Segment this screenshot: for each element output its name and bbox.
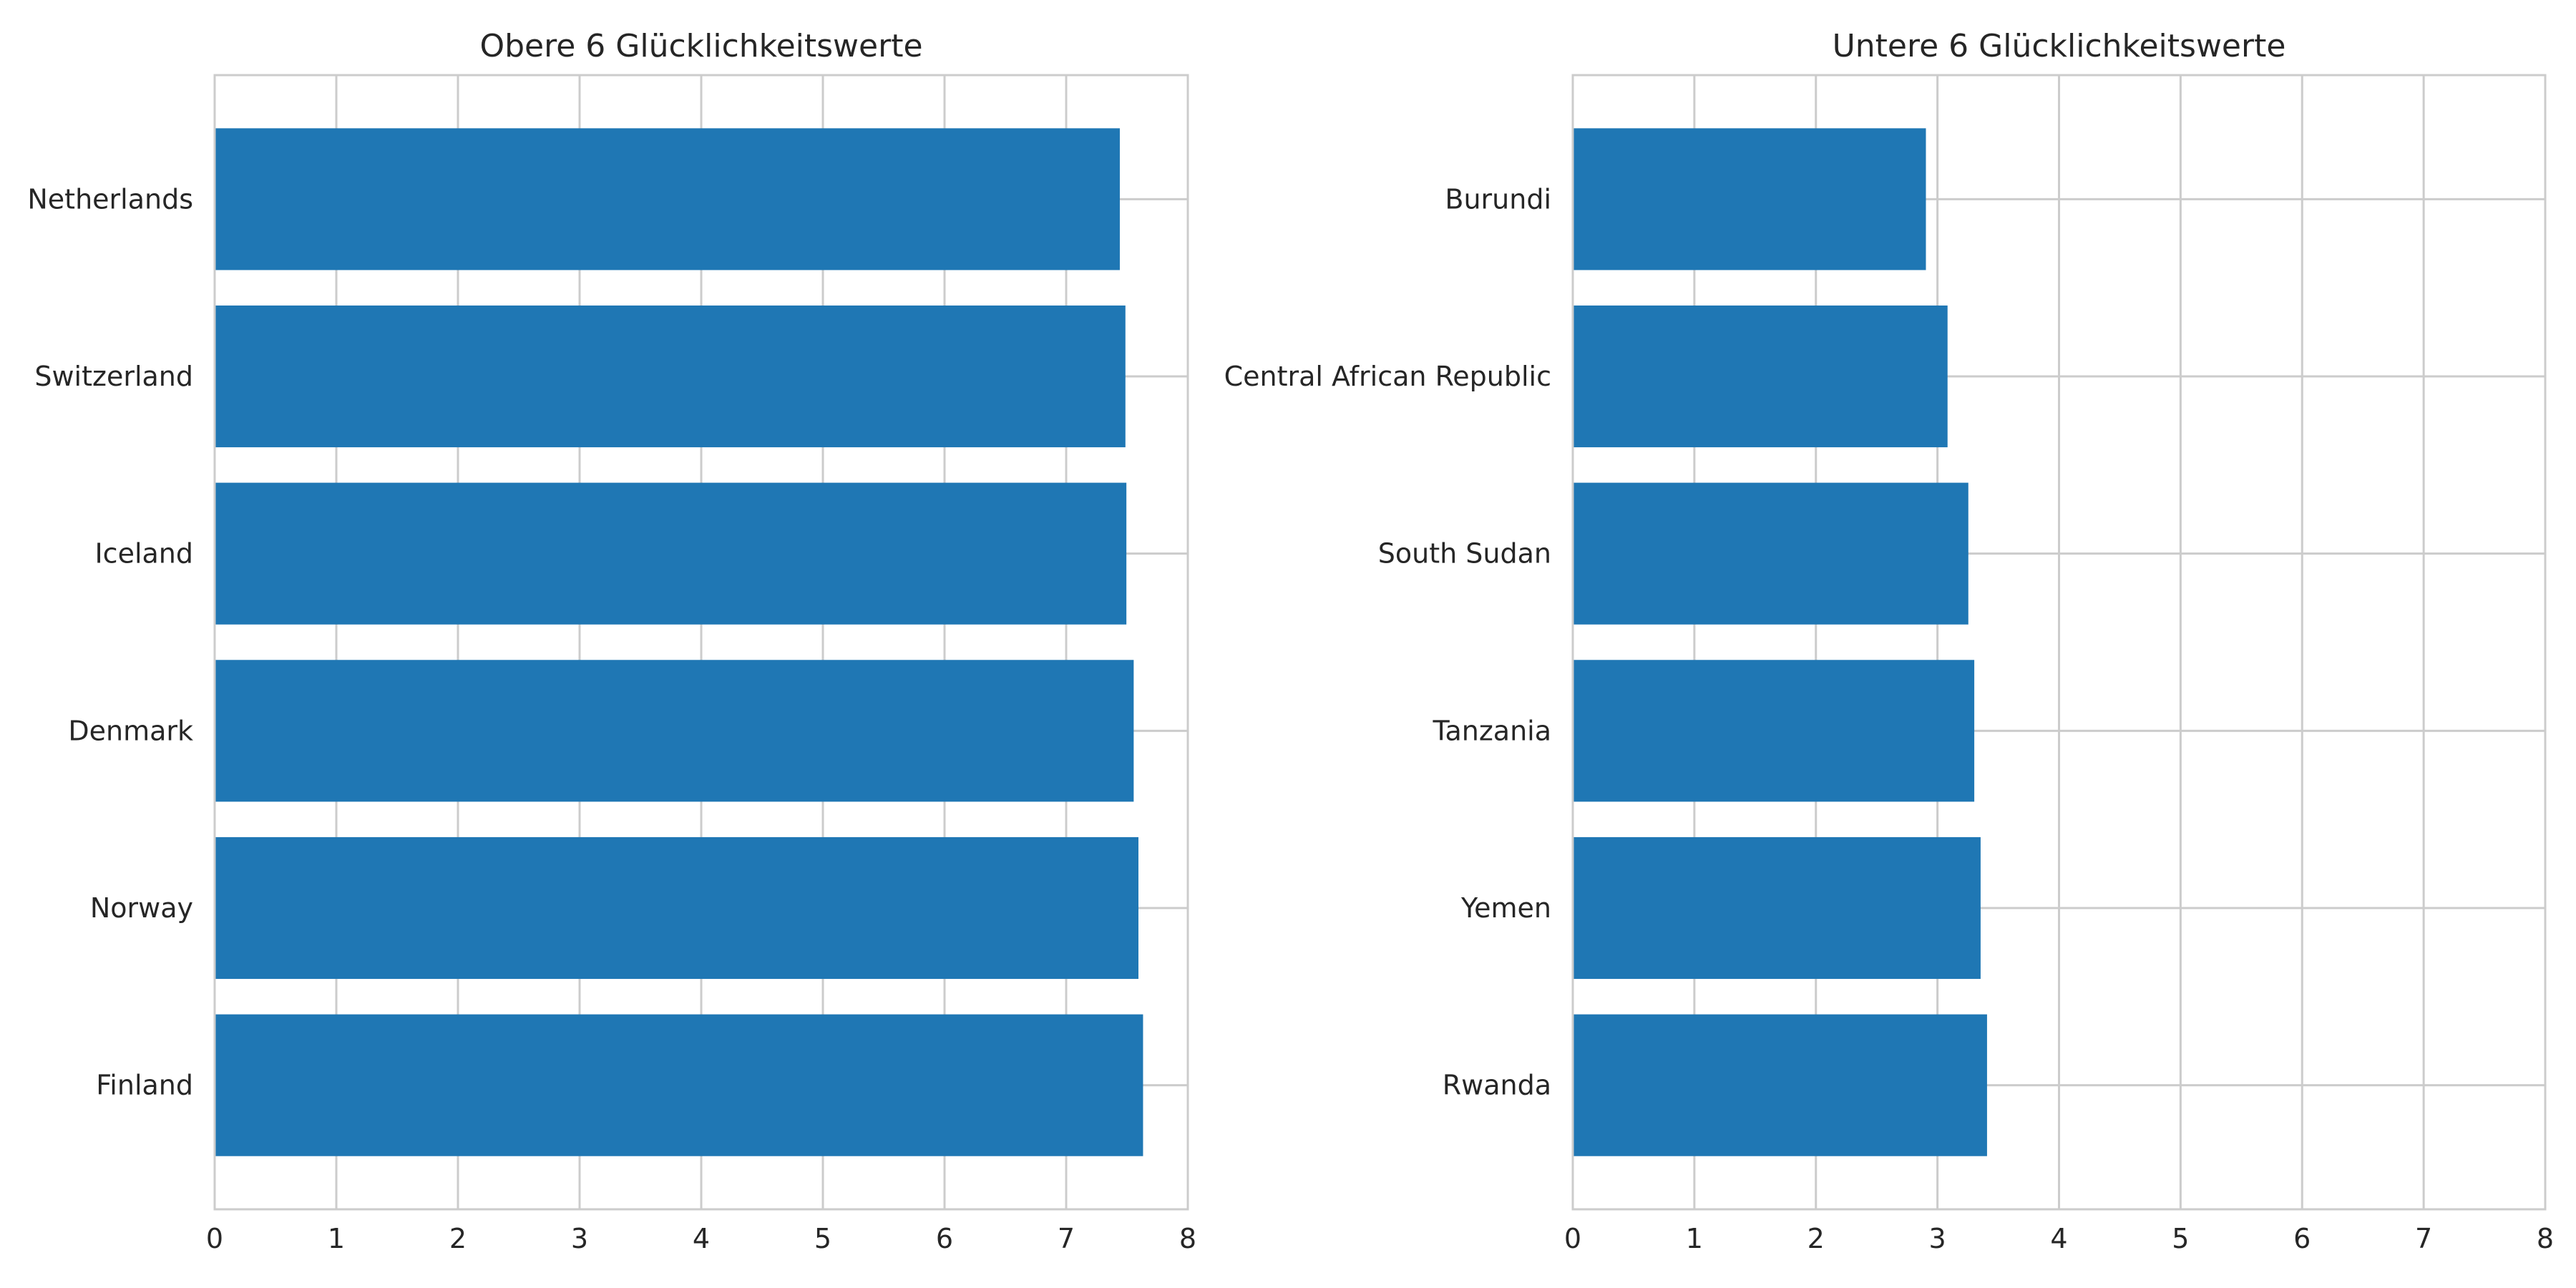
axes-frame <box>1571 74 2547 1211</box>
bar <box>1573 660 1975 802</box>
x-tick-labels: 0 1 2 3 4 5 6 7 8 <box>206 1223 1196 1254</box>
y-tick-label: Rwanda <box>1443 1070 1551 1101</box>
bottom-happiness-chart: Untere 6 Glücklichkeitswerte 0 1 2 3 4 5 6 7 8 Rw… <box>1224 28 2555 1254</box>
x-tick-label: 4 <box>2050 1223 2067 1254</box>
x-tick-label: 7 <box>1058 1223 1075 1254</box>
bar <box>1573 128 1926 270</box>
x-tick-label: 5 <box>2172 1223 2189 1254</box>
bar <box>215 128 1120 270</box>
x-tick-label: 4 <box>693 1223 710 1254</box>
x-tick-label: 6 <box>2293 1223 2311 1254</box>
x-tick-labels: 0 1 2 3 4 5 6 7 8 <box>1564 1223 2554 1254</box>
axes-spines <box>1571 74 2547 1211</box>
x-tick-label: 3 <box>1929 1223 1946 1254</box>
x-tick-label: 6 <box>936 1223 953 1254</box>
y-tick-label: Netherlands <box>27 183 193 215</box>
axes-spines <box>213 74 1189 1211</box>
y-tick-label: Iceland <box>94 538 193 570</box>
bar <box>1573 1014 1987 1156</box>
x-tick-label: 7 <box>2415 1223 2432 1254</box>
x-tick-label: 1 <box>328 1223 345 1254</box>
y-tick-label: Burundi <box>1445 183 1551 215</box>
y-tick-labels: Rwanda Yemen Tanzania South Sudan Central Af… <box>1224 183 1551 1101</box>
y-tick-label: Switzerland <box>34 361 193 392</box>
y-tick-label: South Sudan <box>1378 538 1551 570</box>
x-tick-label: 8 <box>1179 1223 1196 1254</box>
bar <box>215 836 1138 980</box>
y-tick-label: Central African Republic <box>1224 361 1551 392</box>
x-tick-label: 3 <box>571 1223 588 1254</box>
y-tick-label: Tanzania <box>1433 715 1551 746</box>
x-tick-label: 8 <box>2537 1223 2554 1254</box>
chart-title: Obere 6 Glücklichkeitswerte <box>479 28 922 64</box>
chart-title: Untere 6 Glücklichkeitswerte <box>1833 28 2286 64</box>
bar <box>215 305 1126 448</box>
bar <box>215 660 1134 802</box>
y-tick-label: Denmark <box>68 715 193 746</box>
x-tick-label: 2 <box>449 1223 467 1254</box>
y-tick-label: Finland <box>96 1070 193 1101</box>
top-happiness-chart: Obere 6 Glücklichkeitswerte 0 1 2 3 4 5 6 7 8 Fin… <box>27 28 1196 1254</box>
y-tick-labels: Finland Norway Denmark Iceland Switzerland Ne… <box>27 183 193 1101</box>
x-tick-label: 1 <box>1686 1223 1703 1254</box>
axes-frame <box>213 74 1189 1211</box>
bar <box>1573 305 1948 448</box>
bar <box>215 1014 1143 1156</box>
y-tick-label: Norway <box>90 892 193 924</box>
x-tick-label: 5 <box>814 1223 831 1254</box>
bar <box>1573 482 1968 625</box>
bar <box>215 482 1127 625</box>
bar <box>1573 836 1981 980</box>
x-tick-label: 2 <box>1807 1223 1825 1254</box>
x-tick-label: 0 <box>1564 1223 1581 1254</box>
x-tick-label: 0 <box>206 1223 223 1254</box>
bars <box>215 128 1143 1156</box>
bars <box>1573 128 1987 1156</box>
y-tick-label: Yemen <box>1460 892 1551 924</box>
